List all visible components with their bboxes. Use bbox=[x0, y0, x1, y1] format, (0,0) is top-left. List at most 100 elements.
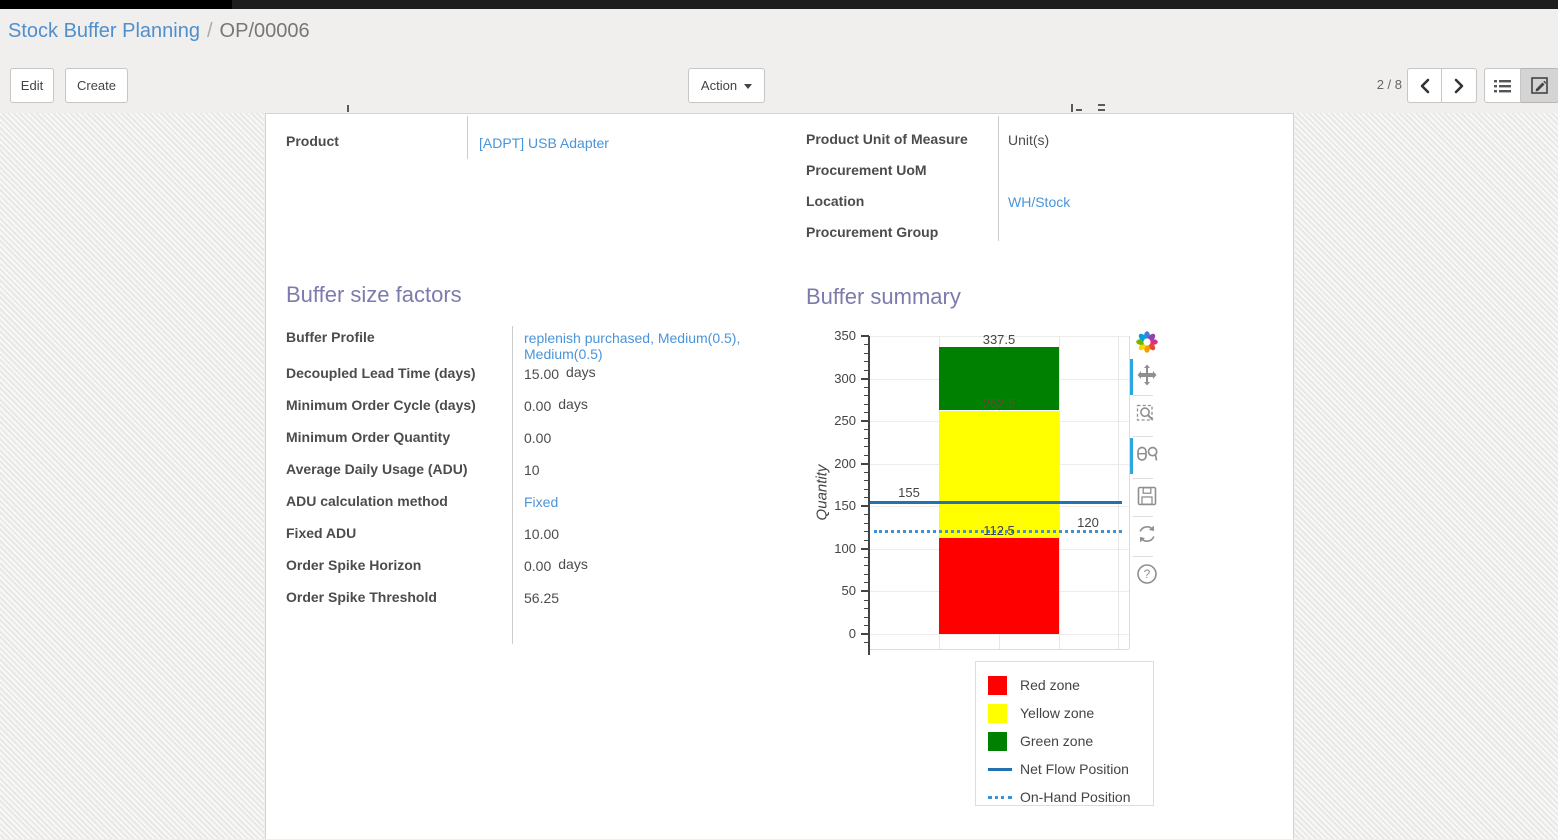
info-field-value[interactable]: WH/Stock bbox=[1008, 194, 1071, 210]
y-axis-minor-tick bbox=[864, 514, 869, 516]
y-axis-minor-tick bbox=[864, 531, 869, 533]
legend-label: Yellow zone bbox=[1020, 705, 1095, 721]
info-field-row: Procurement Group bbox=[806, 221, 1276, 252]
save-button[interactable] bbox=[1134, 485, 1160, 511]
pan-icon bbox=[1135, 363, 1159, 392]
reset-axes-icon bbox=[1135, 522, 1159, 551]
legend-item-red-zone[interactable]: Red zone bbox=[976, 671, 1153, 699]
svg-text:?: ? bbox=[1144, 567, 1151, 581]
net-flow-position-line[interactable] bbox=[869, 500, 1122, 504]
legend-item-on-hand-position[interactable]: On-Hand Position bbox=[976, 783, 1153, 811]
legend-item-green-zone[interactable]: Green zone bbox=[976, 727, 1153, 755]
y-axis-minor-tick bbox=[864, 582, 869, 584]
modebar-separator bbox=[1133, 478, 1153, 479]
pager-next-button[interactable] bbox=[1442, 68, 1477, 103]
y-axis-minor-tick bbox=[864, 565, 869, 567]
line-value-label: 120 bbox=[1077, 514, 1099, 530]
bar-value-label: 112.5 bbox=[983, 523, 1015, 539]
plotly-logo-button[interactable] bbox=[1134, 330, 1160, 357]
buffer-factor-row: Order Spike Threshold 56.25 bbox=[286, 586, 786, 618]
pager-previous-button[interactable] bbox=[1407, 68, 1442, 103]
box-zoom-button[interactable] bbox=[1134, 402, 1160, 428]
clipped-text-fragment bbox=[1071, 104, 1073, 112]
breadcrumb-parent-link[interactable]: Stock Buffer Planning bbox=[8, 20, 200, 42]
green-zone-marker bbox=[988, 731, 1007, 751]
red-zone-bar[interactable] bbox=[939, 538, 1059, 634]
browser-tab-remnant bbox=[0, 0, 232, 9]
y-axis-minor-tick bbox=[864, 437, 869, 439]
buffer-factor-value[interactable]: replenish purchased, Medium(0.5), Medium… bbox=[524, 330, 741, 362]
y-axis-major-tick bbox=[861, 505, 869, 508]
buffer-factor-value: 10 bbox=[524, 462, 540, 478]
y-axis-minor-tick bbox=[864, 454, 869, 456]
y-axis-minor-tick bbox=[864, 344, 869, 345]
box-zoom-icon bbox=[1135, 401, 1159, 430]
field-separator bbox=[998, 116, 999, 241]
info-field-label: Procurement Group bbox=[806, 224, 939, 240]
buffer-factor-value: 0.00 bbox=[524, 430, 552, 446]
buffer-factor-value[interactable]: Fixed bbox=[524, 494, 559, 510]
legend-item-net-flow-position[interactable]: Net Flow Position bbox=[976, 755, 1153, 783]
y-axis-title: Quantity bbox=[813, 464, 831, 520]
y-axis-tick-label: 50 bbox=[841, 583, 856, 599]
yellow-zone-bar[interactable] bbox=[939, 410, 1059, 539]
y-axis-tick-label: 200 bbox=[834, 455, 856, 471]
y-axis-tick-label: 100 bbox=[834, 540, 856, 556]
green-zone-bar[interactable] bbox=[939, 346, 1059, 411]
buffer-factor-value: 0.00 days bbox=[524, 556, 588, 574]
pan-button[interactable] bbox=[1134, 364, 1160, 390]
buffer-factor-row: Buffer Profile replenish purchased, Mediu… bbox=[286, 326, 786, 362]
y-axis-tick-label: 350 bbox=[834, 328, 856, 343]
product-field-value[interactable]: [ADPT] USB Adapter bbox=[479, 135, 609, 151]
buffer-factor-value: 15.00 days bbox=[524, 364, 596, 382]
y-axis-minor-tick bbox=[864, 429, 869, 431]
legend-item-yellow-zone[interactable]: Yellow zone bbox=[976, 699, 1153, 727]
y-axis-minor-tick bbox=[864, 403, 869, 405]
list-view-button[interactable] bbox=[1484, 68, 1521, 103]
action-caret-icon bbox=[744, 84, 753, 90]
buffer-factor-label: Minimum Order Quantity bbox=[286, 429, 451, 445]
buffer-factor-row: Minimum Order Quantity 0.00 bbox=[286, 426, 786, 458]
buffer-factor-label: Order Spike Threshold bbox=[286, 589, 437, 605]
y-axis-minor-tick bbox=[864, 616, 869, 618]
compare-hover-button[interactable] bbox=[1134, 443, 1160, 469]
legend-marker-wrap bbox=[988, 795, 1020, 799]
save-icon bbox=[1135, 484, 1159, 513]
legend-label: On-Hand Position bbox=[1020, 789, 1131, 805]
info-field-label: Product Unit of Measure bbox=[806, 131, 968, 147]
buffer-factor-row: Average Daily Usage (ADU) 10 bbox=[286, 458, 786, 490]
background-right-hatch bbox=[1295, 113, 1558, 839]
breadcrumb-separator: / bbox=[206, 20, 213, 42]
y-axis-minor-tick bbox=[864, 488, 869, 490]
buffer-factor-row: Minimum Order Cycle (days) 0.00 days bbox=[286, 394, 786, 426]
help-icon: ? bbox=[1135, 562, 1159, 591]
create-button[interactable]: Create bbox=[65, 68, 128, 103]
form-view-button[interactable] bbox=[1521, 68, 1558, 103]
y-axis-major-tick bbox=[861, 633, 869, 635]
y-axis-major-tick bbox=[861, 335, 869, 337]
chevron-right-icon bbox=[1454, 78, 1463, 93]
y-axis-minor-tick bbox=[864, 395, 869, 397]
reset-axes-button[interactable] bbox=[1134, 523, 1160, 549]
y-axis-line bbox=[868, 336, 870, 655]
y-axis-minor-tick bbox=[864, 386, 869, 388]
buffer-factor-label: Buffer Profile bbox=[286, 329, 375, 345]
buffer-factors-table: Buffer Profile replenish purchased, Mediu… bbox=[286, 326, 786, 618]
y-axis-major-tick bbox=[861, 590, 869, 593]
y-axis-minor-tick bbox=[864, 412, 869, 414]
y-axis-minor-tick bbox=[864, 471, 869, 473]
view-switcher bbox=[1484, 68, 1558, 103]
on-hand-position-line[interactable] bbox=[874, 530, 1122, 534]
info-field-value: Unit(s) bbox=[1008, 132, 1050, 148]
on-hand-dotted-marker bbox=[988, 796, 1012, 799]
edit-button[interactable]: Edit bbox=[10, 68, 54, 103]
list-view-icon bbox=[1494, 79, 1511, 92]
y-axis-major-tick bbox=[861, 420, 869, 423]
help-button[interactable]: ? bbox=[1134, 563, 1160, 589]
buffer-factor-row: Order Spike Horizon 0.00 days bbox=[286, 554, 786, 586]
bar-value-label: 337.5 bbox=[982, 331, 1016, 347]
clipped-text-fragment bbox=[347, 105, 349, 112]
buffer-factor-label: Decoupled Lead Time (days) bbox=[286, 365, 476, 381]
action-dropdown-button[interactable]: Action bbox=[688, 68, 765, 103]
legend-label: Red zone bbox=[1020, 677, 1080, 693]
